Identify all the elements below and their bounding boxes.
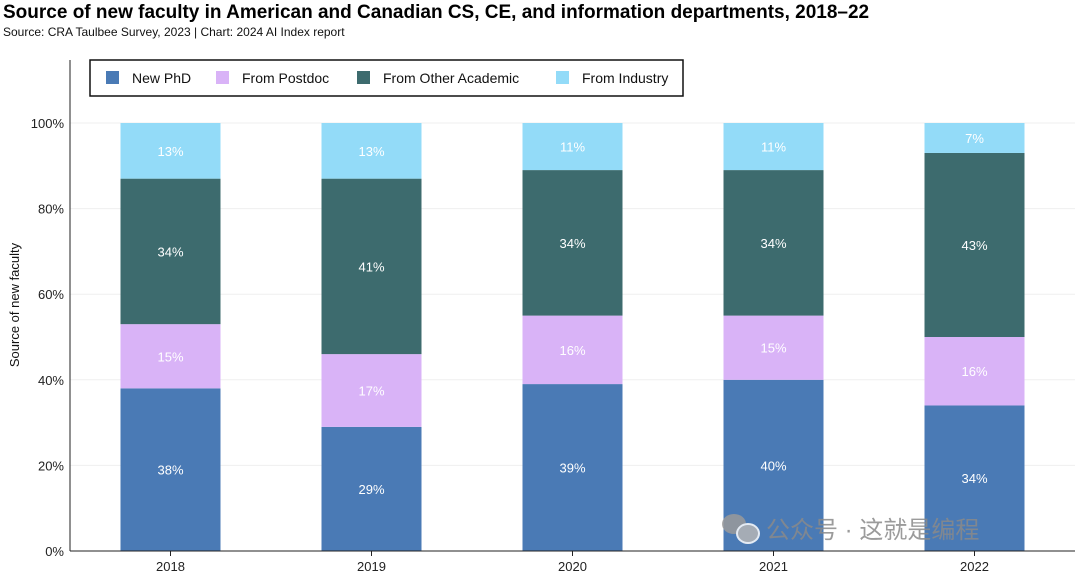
data-label: 34%: [157, 244, 183, 259]
bar-segment-from-other-academic: [723, 170, 824, 316]
y-axis: 0% 20% 40% 60% 80% 100% Source of new faculty: [7, 60, 71, 559]
data-label: 15%: [157, 349, 183, 364]
y-axis-title: Source of new faculty: [7, 242, 22, 367]
data-label: 17%: [358, 384, 384, 399]
legend-label: From Industry: [582, 70, 668, 86]
bar-segment-new-phd: [924, 405, 1025, 551]
legend-swatch: [357, 71, 370, 84]
data-label: 43%: [961, 238, 987, 253]
bar-segment-from-industry: [522, 123, 623, 171]
y-tick-label: 0%: [45, 544, 64, 559]
data-label: 16%: [559, 343, 585, 358]
bar-segment-new-phd: [120, 388, 221, 551]
bar-segment-from-postdoc: [522, 315, 623, 385]
data-label: 7%: [965, 131, 984, 146]
watermark: 公众号 · 这就是编程: [722, 510, 979, 545]
legend-label: New PhD: [132, 70, 191, 86]
data-label: 34%: [961, 471, 987, 486]
wechat-icon: [722, 513, 760, 544]
chart-title: Source of new faculty in American and Ca…: [3, 2, 870, 23]
legend-label: From Postdoc: [242, 70, 329, 86]
bar-segment-from-other-academic: [522, 170, 623, 316]
data-label: 15%: [760, 341, 786, 356]
bar-segment-from-other-academic: [321, 178, 422, 355]
legend-item: From Industry: [556, 70, 668, 86]
chart-subtitle: Source: CRA Taulbee Survey, 2023 | Chart…: [3, 25, 345, 39]
bar-segment-from-other-academic: [120, 178, 221, 325]
data-label: 16%: [961, 364, 987, 379]
watermark-text: 公众号 · 这就是编程: [766, 517, 980, 544]
data-label: 41%: [358, 259, 384, 274]
bar-segment-from-industry: [723, 123, 824, 171]
data-label: 29%: [358, 482, 384, 497]
bar-segment-from-postdoc: [120, 324, 221, 389]
legend-swatch: [556, 71, 569, 84]
data-label: 40%: [760, 458, 786, 473]
bar-segment-new-phd: [522, 384, 623, 551]
bar-segment-from-industry: [321, 123, 422, 179]
data-label: 34%: [559, 236, 585, 251]
data-label: 13%: [157, 144, 183, 159]
bar-segment-from-other-academic: [924, 152, 1025, 337]
y-tick-label: 80%: [38, 202, 64, 217]
bar-segment-from-postdoc: [924, 337, 1025, 406]
legend-item: New PhD: [106, 70, 191, 86]
legend-box: [89, 59, 684, 97]
x-tick-label: 2021: [759, 559, 788, 574]
legend-item: From Postdoc: [216, 70, 329, 86]
bar-segment-from-industry: [120, 123, 221, 179]
y-tick-label: 100%: [31, 116, 65, 131]
x-tick-label: 2019: [357, 559, 386, 574]
legend: New PhD From Postdoc From Other Academic Fr…: [89, 59, 684, 97]
bar-segment-new-phd: [321, 426, 422, 551]
data-label: 13%: [358, 144, 384, 159]
y-tick-label: 40%: [38, 373, 64, 388]
bar-segment-from-postdoc: [321, 354, 422, 427]
data-label: 11%: [560, 140, 585, 155]
x-tick-label: 2022: [960, 559, 989, 574]
bars: 38% 15% 34% 13% 29% 17% 41% 13% 39% 16% 34% 11% 40% 1…: [120, 123, 1025, 551]
bar-segment-from-industry: [924, 123, 1025, 153]
bar-segment-from-postdoc: [723, 315, 824, 380]
x-tick-label: 2020: [558, 559, 587, 574]
legend-swatch: [106, 71, 119, 84]
legend-item: From Other Academic: [357, 70, 519, 86]
y-tick-label: 20%: [38, 458, 64, 473]
x-axis: 2018 2019 2020 2021 2022: [70, 550, 1075, 574]
data-label: 34%: [760, 236, 786, 251]
y-tick-label: 60%: [38, 287, 64, 302]
x-tick-label: 2018: [156, 559, 185, 574]
data-label: 38%: [157, 463, 183, 478]
legend-label: From Other Academic: [383, 70, 519, 86]
legend-swatch: [216, 71, 229, 84]
data-label: 39%: [559, 461, 585, 476]
data-label: 11%: [761, 140, 786, 155]
